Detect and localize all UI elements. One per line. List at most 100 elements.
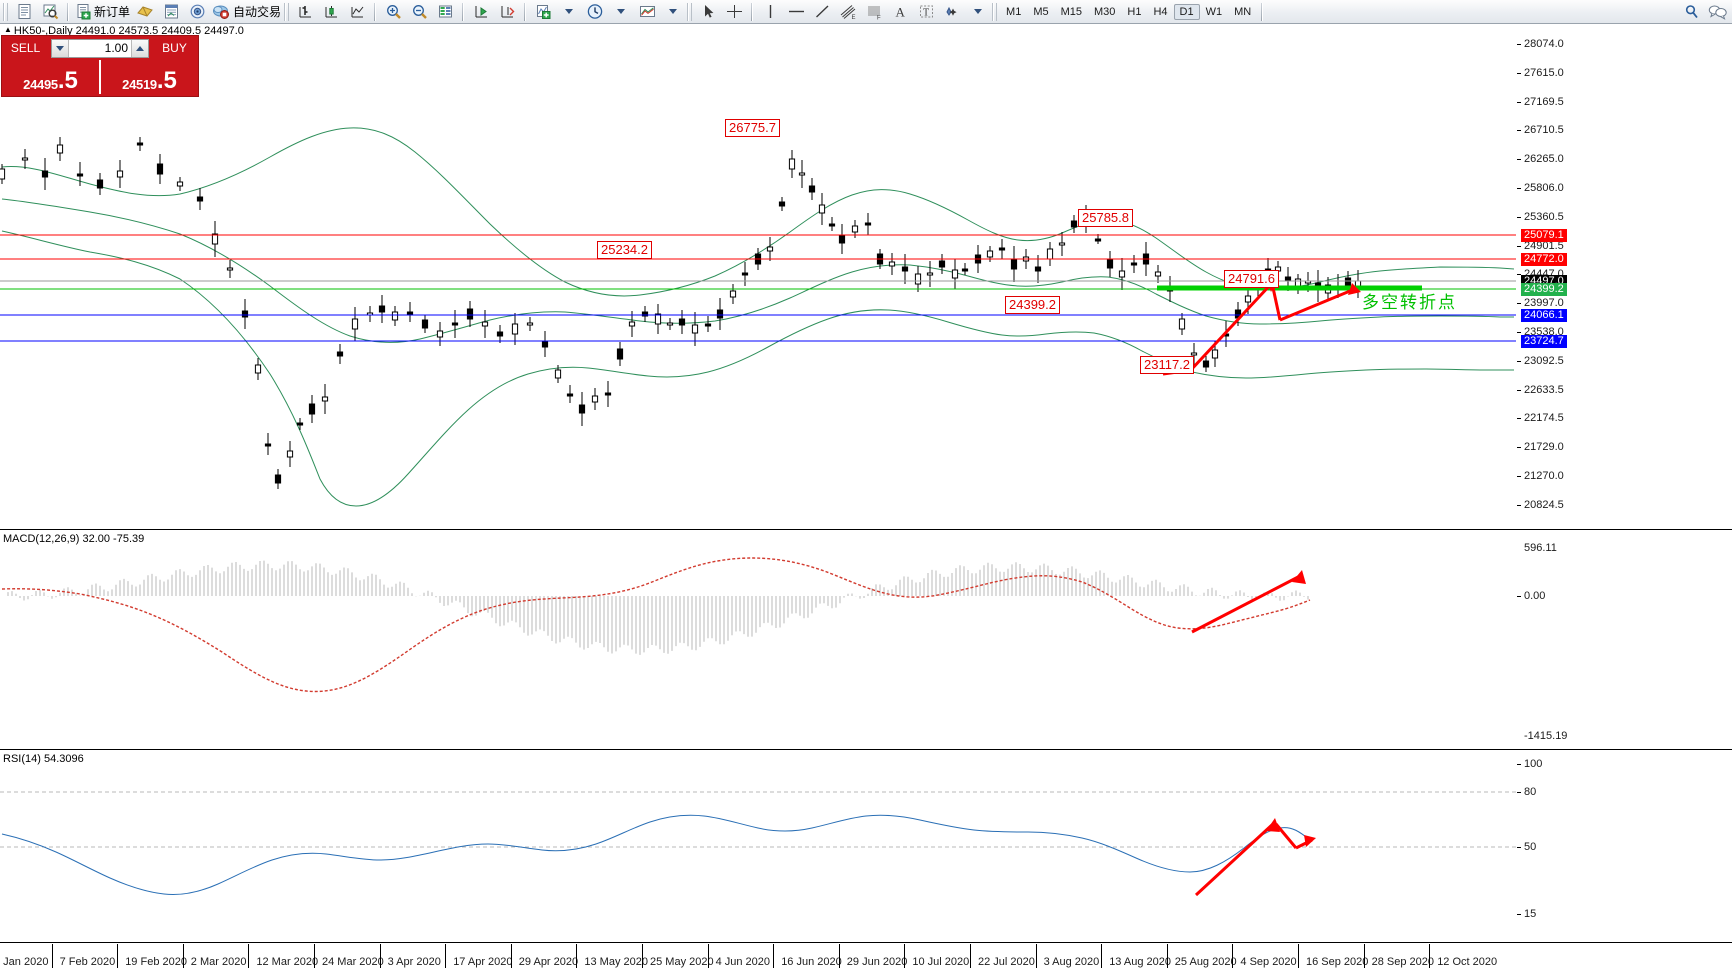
time-tick-separator — [510, 944, 512, 968]
grid-icon[interactable] — [432, 1, 458, 23]
timeframe-m5[interactable]: M5 — [1033, 5, 1049, 18]
periodicity-icon[interactable] — [582, 1, 608, 23]
expert-advisors-icon[interactable] — [132, 1, 158, 23]
time-tick-separator — [773, 944, 775, 968]
periodicity-dropdown[interactable] — [608, 1, 634, 23]
collapse-triangle-icon[interactable]: ▲ — [4, 25, 12, 34]
text-icon[interactable]: A — [887, 1, 913, 23]
equidistant-channel-icon[interactable]: E — [835, 1, 861, 23]
time-tick-separator — [1166, 944, 1168, 968]
time-tick: 13 May 2020 — [584, 956, 648, 968]
rsi-user-drawings[interactable] — [0, 752, 1516, 942]
toolbar-separator-3 — [462, 2, 465, 21]
bar-chart-icon[interactable] — [292, 1, 318, 23]
anno-24399[interactable]: 24399.2 — [1005, 296, 1060, 314]
templates-icon[interactable] — [634, 1, 660, 23]
price-tick: 21270.0 — [1517, 470, 1564, 482]
horizontal-line-icon[interactable] — [783, 1, 809, 23]
user-drawings[interactable] — [0, 24, 1516, 529]
price-tick: 25806.0 — [1517, 182, 1564, 194]
rsi-tick: 50 — [1517, 841, 1536, 853]
price-tick: 26265.0 — [1517, 153, 1564, 165]
rsi-panel[interactable]: RSI(14) 54.3096 100 80 50 15 — [0, 752, 1732, 942]
new-chart-icon[interactable] — [11, 1, 37, 23]
macd-indicator-label: MACD(12,26,9) 32.00 -75.39 — [3, 533, 145, 545]
shapes-dropdown[interactable] — [965, 1, 991, 23]
price-tick: 25360.5 — [1517, 211, 1564, 223]
auto-scroll-icon[interactable] — [494, 1, 520, 23]
svg-text:E: E — [851, 15, 855, 20]
buy-button[interactable]: BUY — [162, 41, 187, 55]
toolbar-grip[interactable] — [3, 2, 8, 21]
templates-dropdown[interactable] — [660, 1, 686, 23]
candlestick-chart-icon[interactable] — [318, 1, 344, 23]
timeframe-w1[interactable]: W1 — [1205, 5, 1223, 18]
data-window-icon[interactable] — [158, 1, 184, 23]
timeframe-h1[interactable]: H1 — [1127, 5, 1142, 18]
zoom-in-icon[interactable] — [380, 1, 406, 23]
toolbar-grip-2[interactable] — [284, 2, 290, 21]
anno-23117[interactable]: 23117.2 — [1140, 356, 1195, 374]
trendline-icon[interactable] — [809, 1, 835, 23]
zoom-out-icon[interactable] — [406, 1, 432, 23]
rsi-indicator-label: RSI(14) 54.3096 — [3, 753, 84, 765]
chart-shift-icon[interactable] — [468, 1, 494, 23]
new-order-button[interactable]: 新订单 — [73, 1, 132, 23]
autotrading-button[interactable]: 自动交易 — [210, 1, 283, 23]
time-tick: 25 May 2020 — [650, 956, 714, 968]
time-tick-separator — [379, 944, 381, 968]
navigator-icon[interactable] — [184, 1, 210, 23]
macd-panel[interactable]: MACD(12,26,9) 32.00 -75.39 596.11 0.00 -14… — [0, 532, 1732, 749]
chevron-down-icon — [974, 9, 983, 14]
volume-input[interactable]: 1.00 — [104, 41, 128, 55]
timeframe-m1[interactable]: M1 — [1006, 5, 1022, 18]
crosshair-icon[interactable] — [721, 1, 747, 23]
macd-user-drawings[interactable] — [0, 532, 1516, 749]
anno-25234[interactable]: 25234.2 — [597, 241, 652, 259]
anno-24791[interactable]: 24791.6 — [1224, 270, 1279, 288]
time-tick-separator — [182, 944, 184, 968]
line-chart-icon[interactable] — [344, 1, 370, 23]
buy-price-frac: .5 — [156, 67, 177, 94]
cursor-icon[interactable] — [695, 1, 721, 23]
add-indicator-dropdown[interactable] — [556, 1, 582, 23]
timeframe-d1[interactable]: D1 — [1173, 3, 1200, 20]
search-icon[interactable] — [1678, 1, 1704, 23]
timeframe-h4[interactable]: H4 — [1153, 5, 1168, 18]
time-tick: 22 Jul 2020 — [978, 956, 1035, 968]
add-indicator-icon[interactable] — [530, 1, 556, 23]
chevron-down-icon — [617, 9, 626, 14]
volume-decrease-button[interactable] — [52, 39, 69, 57]
time-tick: 25 Aug 2020 — [1174, 956, 1237, 968]
price-tick: 20824.5 — [1517, 499, 1564, 511]
timeframe-m15[interactable]: M15 — [1060, 5, 1082, 18]
macd-canvas — [1, 557, 1311, 693]
fibonacci-icon[interactable]: F — [861, 1, 887, 23]
anno-26775[interactable]: 26775.7 — [725, 119, 780, 137]
time-tick-separator — [117, 944, 119, 968]
toolbar-grip-3[interactable] — [687, 2, 693, 21]
price-badge-support-1: 24066.1 — [1521, 309, 1567, 322]
volume-increase-button[interactable] — [131, 39, 148, 57]
buy-price[interactable]: 24519.5 — [101, 60, 198, 94]
time-tick: 2 Mar 2020 — [190, 956, 247, 968]
toolbar-grip-4[interactable] — [992, 2, 998, 21]
anno-cn-turning-point[interactable]: 多空转折点 — [1362, 293, 1457, 313]
timeframe-mn[interactable]: MN — [1234, 5, 1252, 18]
time-tick: 10 Jul 2020 — [912, 956, 970, 968]
chat-icon[interactable] — [1704, 1, 1730, 23]
one-click-trading-panel[interactable]: SELL 1.00 BUY 24495.5 24519.5 — [2, 36, 198, 96]
shapes-icon[interactable] — [939, 1, 965, 23]
volume-stepper[interactable]: 1.00 — [51, 38, 149, 58]
market-watch-icon[interactable] — [37, 1, 63, 23]
chart-area[interactable]: ▲ HK50-,Daily 24491.0 24573.5 24409.5 244… — [0, 24, 1732, 970]
sell-price[interactable]: 24495.5 — [2, 60, 99, 94]
sell-button[interactable]: SELL — [10, 41, 41, 55]
price-panel[interactable]: ▲ HK50-,Daily 24491.0 24573.5 24409.5 244… — [0, 24, 1732, 529]
anno-25785[interactable]: 25785.8 — [1078, 209, 1133, 227]
vertical-line-icon[interactable] — [757, 1, 783, 23]
text-label-icon[interactable]: T — [913, 1, 939, 23]
timeframe-m30[interactable]: M30 — [1094, 5, 1116, 18]
